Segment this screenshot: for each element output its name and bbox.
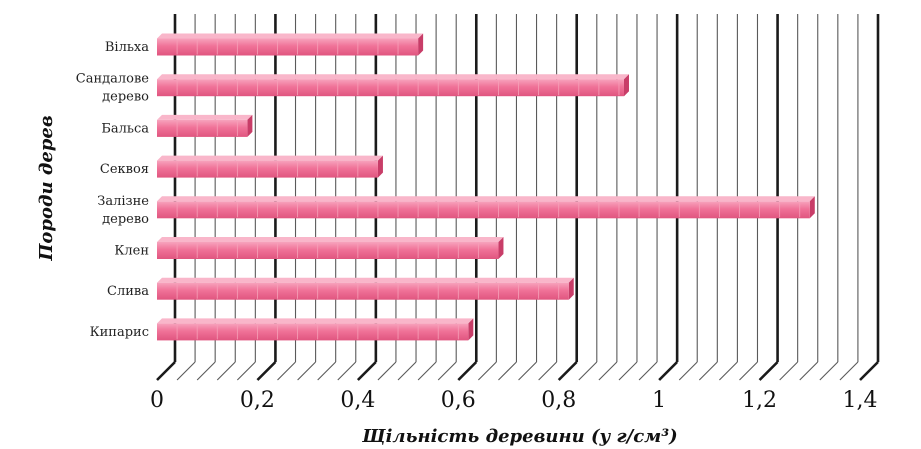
x-tick-label: 0,2 [240, 388, 275, 413]
bar-front-face [157, 79, 624, 97]
bar-end-face [247, 114, 253, 137]
grid-floor-line [356, 361, 377, 381]
bar-top-face [157, 114, 253, 120]
grid-floor-line [457, 361, 478, 381]
bar-end-face [377, 155, 383, 178]
grid-floor-line [739, 361, 758, 381]
bar-end-face [468, 318, 474, 341]
x-tick-label: 1 [652, 388, 666, 413]
bar [157, 277, 574, 300]
grid-floor-line [397, 361, 417, 381]
bar-front-face [157, 38, 419, 56]
grid-floor-line [799, 361, 819, 381]
grid-floor-line [658, 361, 679, 381]
grid-floor-line [578, 361, 598, 381]
grid-floor-line [196, 361, 216, 381]
grid-floor-line [698, 361, 718, 381]
x-tick-label: 0,6 [441, 388, 476, 413]
y-axis-title: Породи дерев [36, 115, 57, 261]
grid-floor-line [377, 361, 397, 381]
grid-floor-line [638, 361, 658, 381]
grid-floor-line [477, 361, 497, 381]
category-label: Сандалове дерево [76, 72, 150, 105]
grid-floor-line [518, 361, 537, 381]
bar-front-face [157, 119, 248, 137]
bar-end-face [418, 33, 424, 56]
category-label: Секвоя [100, 162, 149, 177]
category-label: Слива [107, 284, 149, 299]
category-labels: Вільха Сандалове дерево Бальса Секвоя Залізне… [76, 40, 150, 340]
grid-floor-line [779, 361, 799, 381]
grid-floor-line [176, 361, 196, 381]
bar-top-face [157, 74, 629, 80]
bar-top-face [157, 196, 815, 202]
grid-floor-line [277, 361, 296, 381]
category-label: Кипарис [90, 325, 149, 340]
bar [157, 155, 383, 178]
bar [157, 196, 815, 219]
bar [157, 114, 253, 137]
bar-front-face [157, 160, 378, 178]
x-tick-label: 1,4 [843, 388, 878, 413]
bar [157, 33, 424, 56]
bar-top-face [157, 33, 424, 39]
bar-end-face [498, 237, 504, 259]
bar-front-face [157, 282, 569, 300]
bar-front-face [157, 242, 499, 259]
x-tick-label: 1,2 [742, 388, 777, 413]
bar-top-face [157, 318, 474, 324]
x-tick-label: 0 [150, 388, 164, 413]
grid [156, 14, 880, 381]
grid-floor-line [256, 361, 277, 381]
category-label: Бальса [101, 121, 149, 136]
grid-floor-line [337, 361, 357, 381]
grid-floor-line [236, 361, 256, 381]
grid-floor-line [839, 361, 859, 381]
grid-floor-line [678, 361, 698, 381]
grid-floor-line [618, 361, 638, 381]
bar-end-face [568, 277, 574, 300]
category-label: Вільха [105, 40, 149, 55]
x-tick-label: 0,4 [340, 388, 375, 413]
grid-floor-line [498, 361, 517, 381]
grid-floor-line [859, 361, 879, 381]
category-label: Залізне дерево [97, 194, 149, 227]
bar-end-face [623, 74, 629, 97]
grid-floor-line [819, 361, 839, 381]
grid-floor-line [297, 361, 316, 381]
grid-floor-line [216, 361, 236, 381]
bar-front-face [157, 323, 469, 341]
bar-front-face [157, 201, 810, 219]
bar [157, 74, 629, 97]
grid-floor-line [598, 361, 618, 381]
x-axis-title: Щільність деревини (у г/см³) [361, 426, 677, 447]
bar [157, 318, 474, 341]
bars [157, 33, 815, 341]
grid-floor-line [557, 361, 578, 381]
x-axis-ticks: 0 0,2 0,4 0,6 0,8 1 1,2 1,4 [150, 388, 878, 413]
grid-floor-line [156, 361, 176, 381]
grid-floor-line [719, 361, 738, 381]
bar-top-face [157, 237, 504, 242]
bar-end-face [809, 196, 815, 219]
grid-floor-line [417, 361, 437, 381]
category-label: Клен [114, 244, 149, 259]
grid-floor-line [758, 361, 779, 381]
bar-top-face [157, 277, 574, 283]
bar-top-face [157, 155, 383, 161]
bar [157, 237, 504, 259]
grid-floor-line [538, 361, 558, 381]
grid-floor-line [437, 361, 457, 381]
grid-floor-line [317, 361, 337, 381]
x-tick-label: 0,8 [541, 388, 576, 413]
